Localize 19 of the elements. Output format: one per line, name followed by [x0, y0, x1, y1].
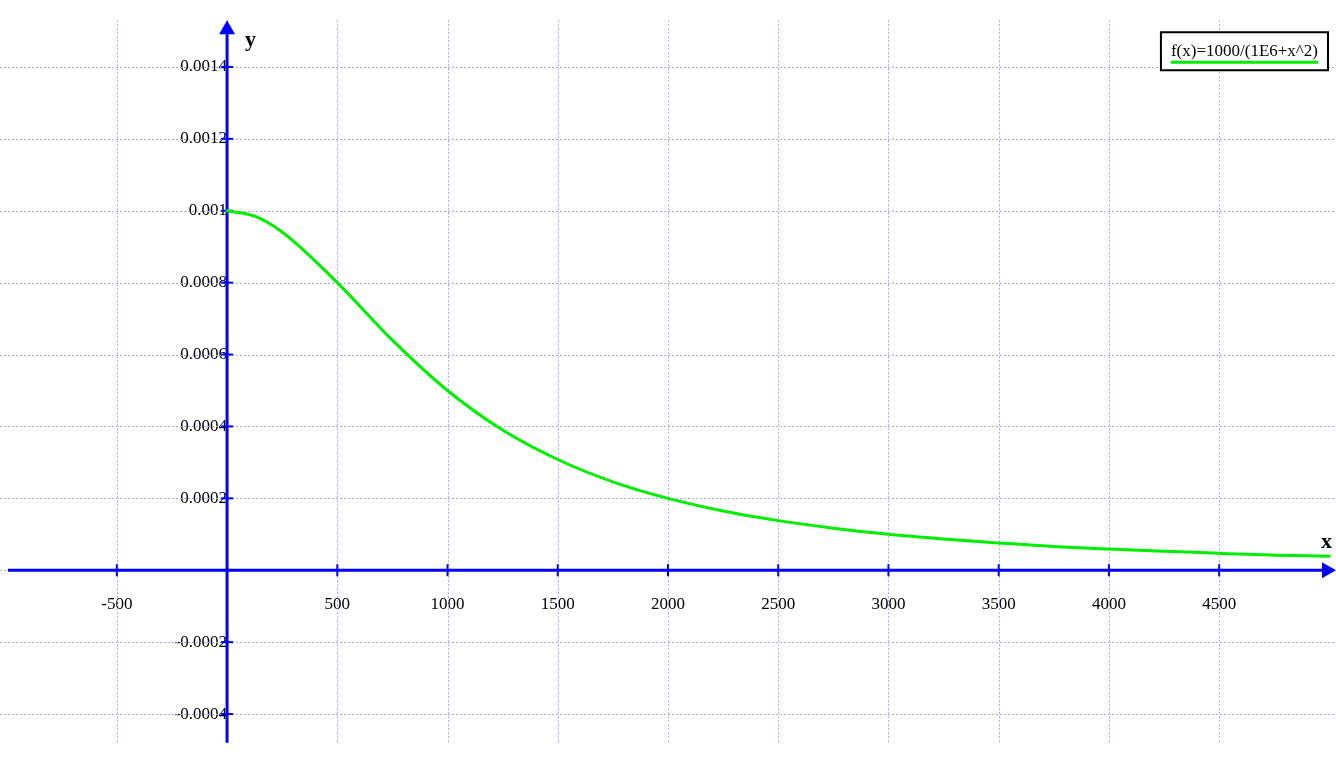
x-tick-label: 4500 — [1202, 593, 1237, 613]
y-tick-label: 0.0006 — [180, 344, 228, 364]
y-tick-label: 0.0008 — [180, 272, 228, 292]
y-tick-label: 0.0004 — [180, 415, 228, 435]
x-tick-label: 4000 — [1091, 593, 1126, 613]
x-tick-label: 3500 — [981, 593, 1016, 613]
y-tick-label: 0.001 — [188, 200, 228, 220]
x-tick-label: -500 — [101, 593, 133, 613]
x-axis-title: x — [1321, 528, 1332, 554]
y-tick-label: 0.0002 — [180, 487, 228, 507]
y-axis-title: y — [245, 26, 257, 52]
x-tick-label: 1000 — [430, 593, 465, 613]
y-tick-label: 0.0012 — [180, 128, 228, 148]
x-tick-label: 2000 — [651, 593, 685, 613]
x-tick-label: 500 — [324, 593, 351, 613]
x-tick-label: 2500 — [761, 593, 796, 613]
x-tick-label: 1500 — [540, 593, 575, 613]
text: f(x)=1000/(1E6+x^2) — [1170, 41, 1319, 61]
x-tick-label: 3000 — [871, 593, 906, 613]
